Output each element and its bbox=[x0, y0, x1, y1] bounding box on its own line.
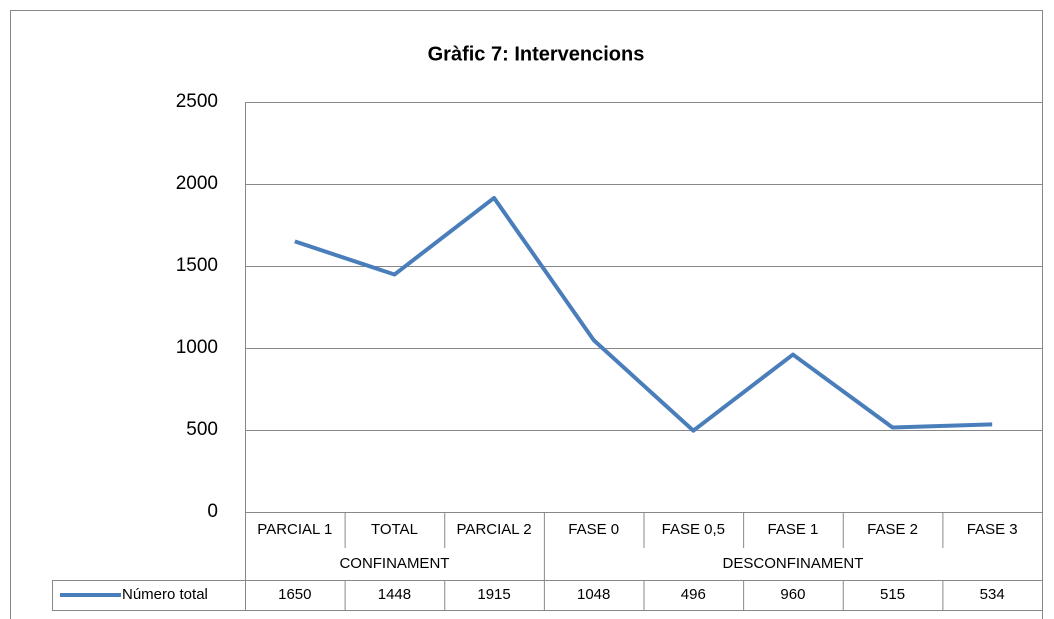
y-tick-label: 2000 bbox=[176, 173, 218, 194]
y-tick-label: 500 bbox=[186, 419, 218, 440]
chart-title: Gràfic 7: Intervencions bbox=[428, 43, 645, 65]
series-line bbox=[294, 195, 993, 433]
data-table-value: 1048 bbox=[577, 586, 610, 603]
x-tick-label: PARCIAL 1 bbox=[257, 521, 332, 538]
legend-label: Número total bbox=[122, 586, 208, 603]
data-table-value: 496 bbox=[681, 586, 706, 603]
chart-border bbox=[10, 10, 1043, 619]
data-table-value: 515 bbox=[880, 586, 905, 603]
data-table-value: 1915 bbox=[477, 586, 510, 603]
x-tick-label: TOTAL bbox=[371, 521, 418, 538]
data-table-value: 534 bbox=[980, 586, 1005, 603]
x-tick-label: FASE 3 bbox=[967, 521, 1018, 538]
y-tick-label: 2500 bbox=[176, 91, 218, 112]
data-table-value: 960 bbox=[780, 586, 805, 603]
y-tick-label: 1000 bbox=[176, 337, 218, 358]
data-table-value: 1650 bbox=[278, 586, 311, 603]
x-tick-label: FASE 1 bbox=[768, 521, 819, 538]
group-label: DESCONFINAMENT bbox=[723, 555, 864, 572]
y-tick-label: 0 bbox=[207, 501, 218, 522]
data-table-value: 1448 bbox=[378, 586, 411, 603]
x-tick-label: FASE 2 bbox=[867, 521, 918, 538]
y-tick-label: 1500 bbox=[176, 255, 218, 276]
x-tick-label: PARCIAL 2 bbox=[457, 521, 532, 538]
group-label: CONFINAMENT bbox=[339, 555, 449, 572]
x-tick-label: FASE 0,5 bbox=[662, 521, 725, 538]
x-tick-label: FASE 0 bbox=[568, 521, 619, 538]
